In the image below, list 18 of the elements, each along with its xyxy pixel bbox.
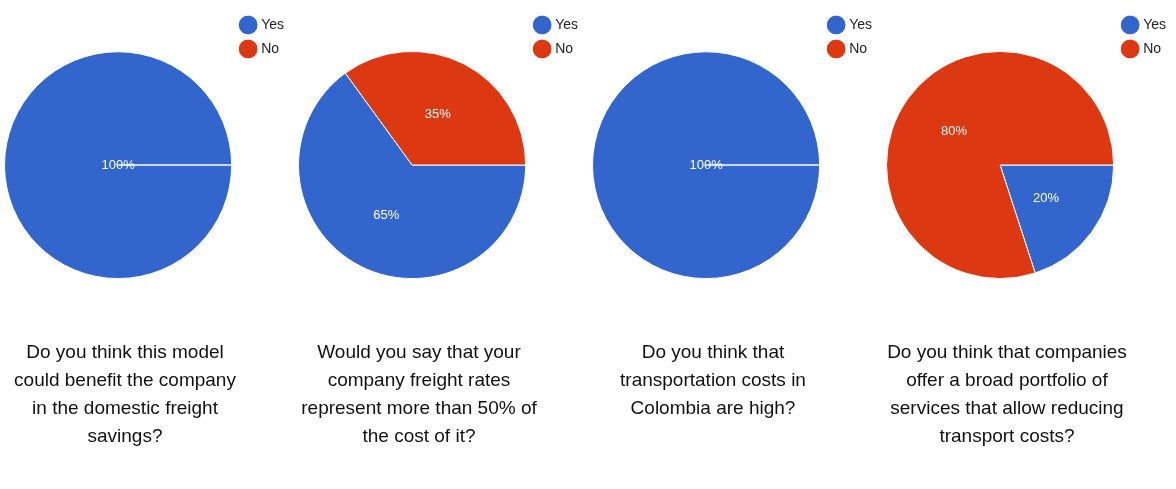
data-label: 80% xyxy=(941,123,968,139)
text: Do you think that companies offer a broad portfolio of services that allow reducing transport costs? xyxy=(887,340,1127,448)
text: Do you think this model could benefit the company in the domestic freight savings? xyxy=(13,340,237,448)
data-label: 20% xyxy=(1033,189,1060,205)
legend-label: No xyxy=(849,39,868,56)
legend-label: Yes xyxy=(849,15,872,32)
text: Do you think that transportation costs in Colombia are high? xyxy=(619,340,807,420)
legend-label: No xyxy=(261,39,280,56)
legend-label: Yes xyxy=(261,15,284,32)
legend-label: No xyxy=(1143,39,1162,56)
legend-label: Yes xyxy=(1143,15,1166,32)
data-label: 65% xyxy=(373,207,400,223)
data-label: 100% xyxy=(689,156,724,172)
data-label: 35% xyxy=(424,105,452,121)
legend-label: Yes xyxy=(555,15,578,32)
text: Would you say that your company freight rates represent more than 50% of the cost of it? xyxy=(300,340,538,448)
data-label: 100% xyxy=(101,156,136,172)
legend-label: No xyxy=(555,39,574,56)
